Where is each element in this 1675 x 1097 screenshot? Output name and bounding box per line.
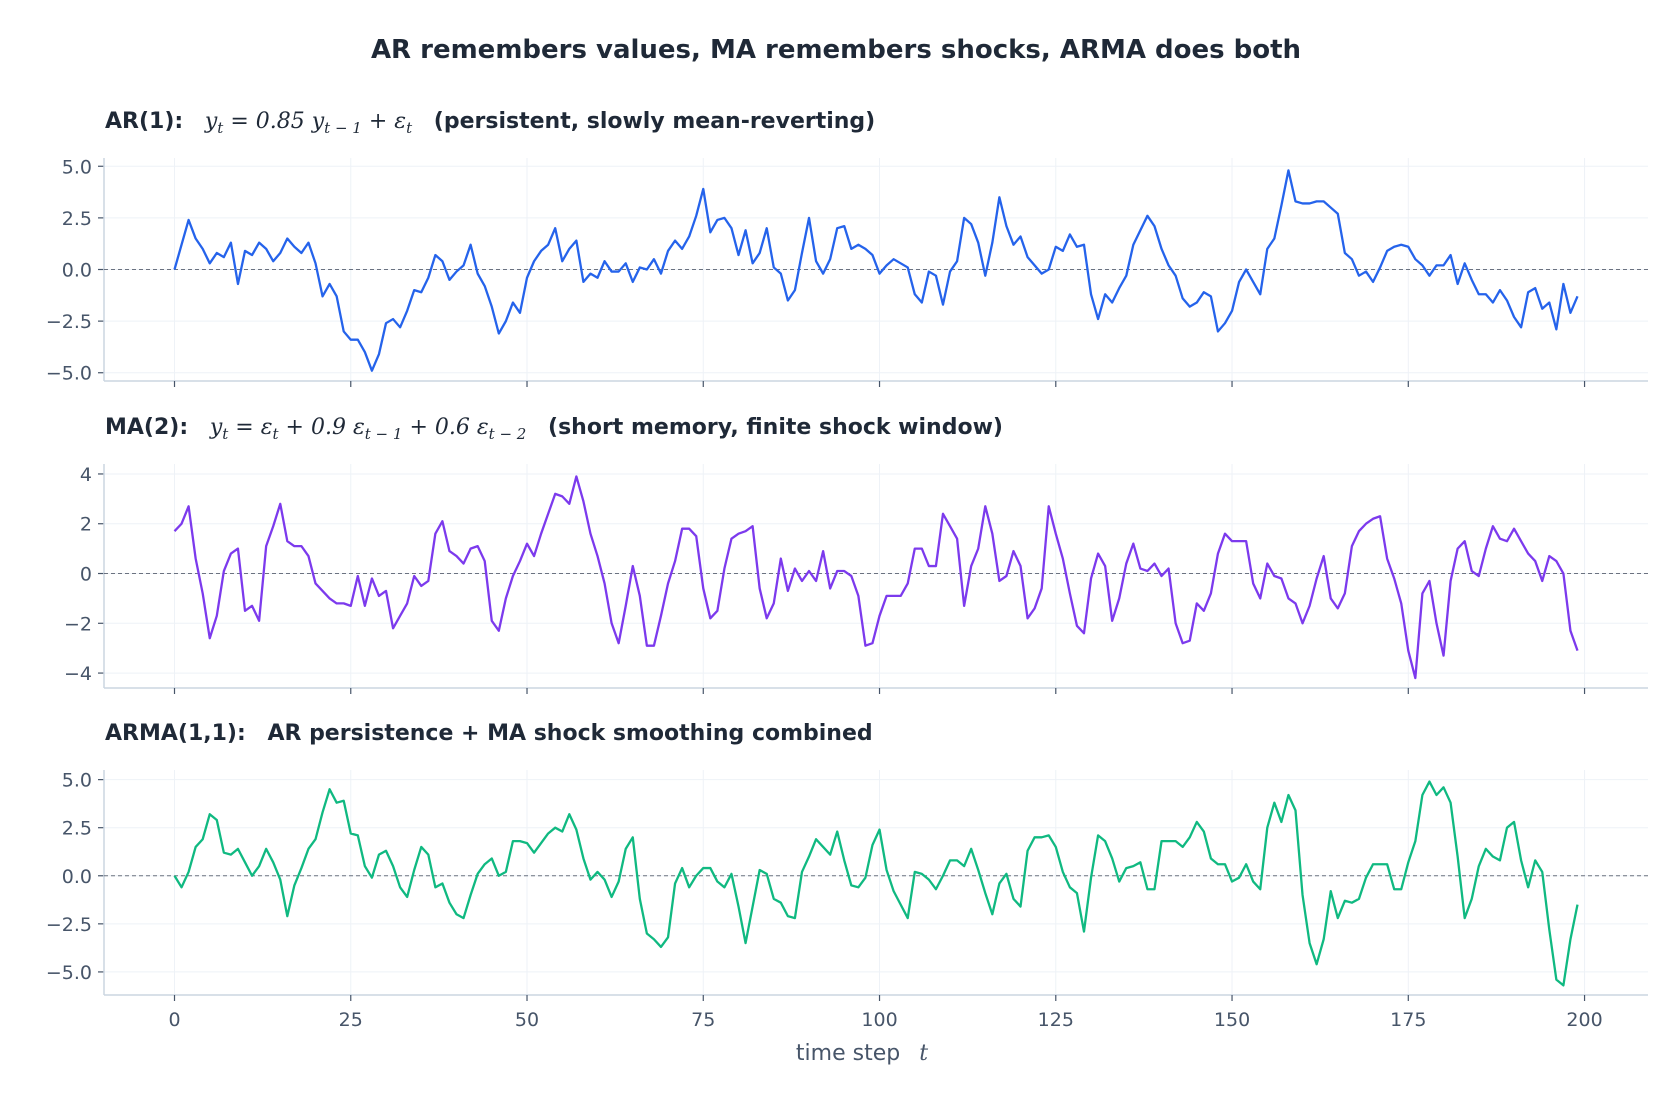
figure-title: AR remembers values, MA remembers shocks… [371,35,1301,65]
panel-title-ma2: MA(2): yt = εt + 0.9 εt − 1 + 0.6 εt − 2… [105,415,1003,445]
x-tick-label: 0 [168,1009,180,1031]
panel-ar1: AR(1): yt = 0.85 yt − 1 + εt (persistent… [46,109,1648,387]
panel-note: AR persistence + MA shock smoothing comb… [267,721,872,746]
y-tick-label: 2 [80,514,92,536]
y-tick-label: 2.5 [62,818,92,840]
panel-ma2: MA(2): yt = εt + 0.9 εt − 1 + 0.6 εt − 2… [64,415,1648,694]
panel-label: AR(1): [105,109,183,134]
x-tick-label: 200 [1566,1009,1602,1031]
panel-equation: yt = 0.85 yt − 1 + εt [204,109,413,137]
panel-label: MA(2): [105,415,188,440]
x-tick-label: 75 [691,1009,715,1031]
y-tick-label: 0 [80,564,92,586]
y-tick-label: 5.0 [62,770,92,792]
panel-title-ar1: AR(1): yt = 0.85 yt − 1 + εt (persistent… [105,109,875,139]
panel-title-arma11: ARMA(1,1): AR persistence + MA shock smo… [105,721,873,746]
x-axis-label: time step t [796,1041,928,1066]
y-tick-label: 2.5 [62,208,92,230]
x-tick-label: 125 [1038,1009,1074,1031]
x-tick-label: 100 [861,1009,897,1031]
y-tick-label: −5.0 [46,363,92,385]
y-tick-label: −4 [64,663,92,685]
x-tick-label: 25 [339,1009,363,1031]
panel-label: ARMA(1,1): [105,721,246,746]
y-tick-label: −2 [64,613,92,635]
series-line [173,475,1579,680]
y-tick-label: 4 [80,464,92,486]
y-tick-label: 5.0 [62,156,92,178]
panel-arma11: ARMA(1,1): AR persistence + MA shock smo… [46,721,1648,1031]
x-tick-label: 175 [1390,1009,1426,1031]
panel-equation: yt = εt + 0.9 εt − 1 + 0.6 εt − 2 [209,415,527,443]
y-tick-label: −5.0 [46,962,92,984]
panel-note: (persistent, slowly mean-reverting) [434,109,875,134]
series-line [173,169,1579,372]
x-tick-label: 150 [1214,1009,1250,1031]
x-tick-label: 50 [515,1009,539,1031]
panel-note: (short memory, finite shock window) [548,415,1003,440]
y-tick-label: −2.5 [46,914,92,936]
series-line [173,780,1579,987]
y-tick-label: 0.0 [62,260,92,282]
y-tick-label: 0.0 [62,866,92,888]
y-tick-label: −2.5 [46,311,92,333]
